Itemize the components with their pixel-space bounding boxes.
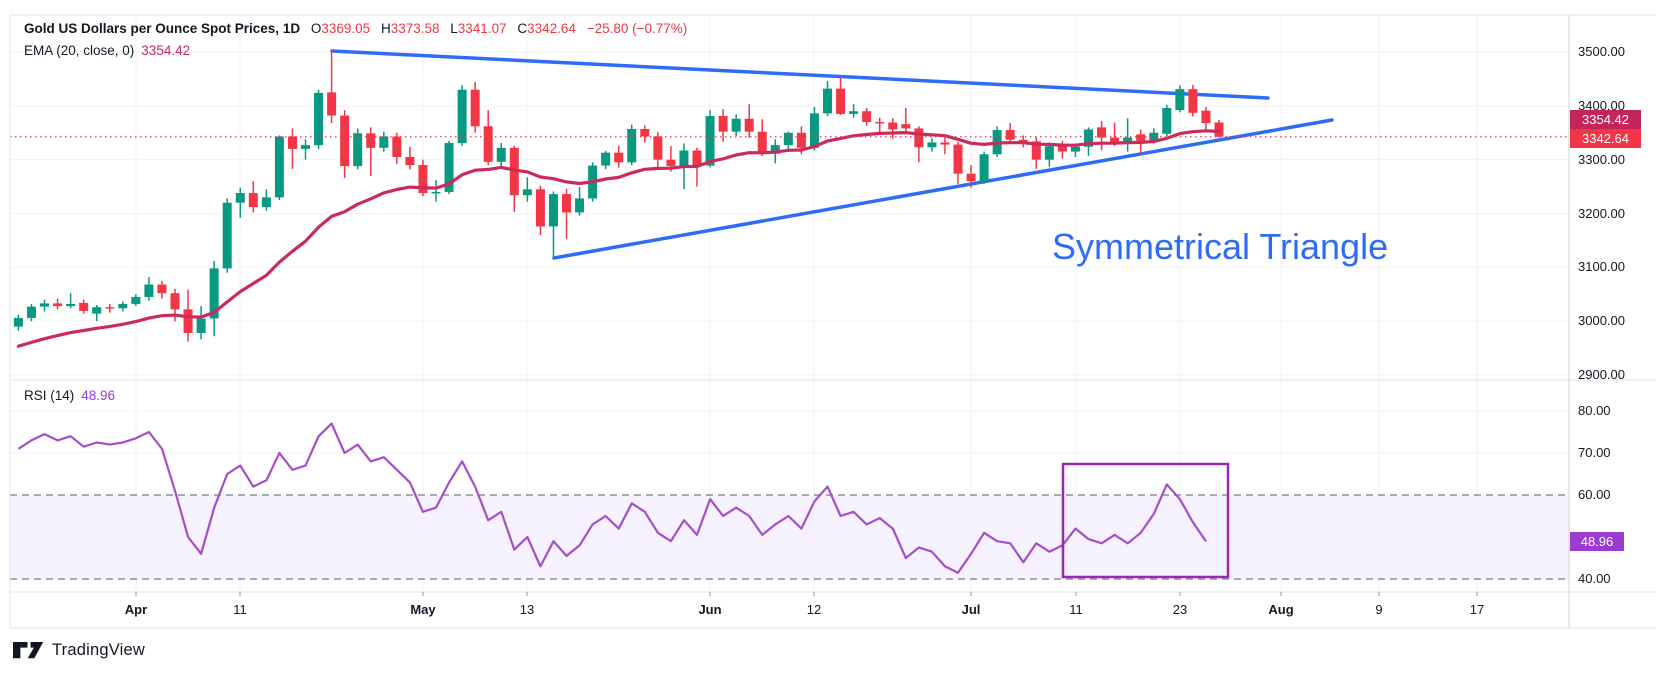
symmetrical-triangle-annotation[interactable]: Symmetrical Triangle bbox=[1052, 226, 1389, 267]
rsi-axis-label: 70.00 bbox=[1578, 445, 1611, 460]
ema-line bbox=[16, 129, 1221, 348]
time-axis-label: 13 bbox=[519, 602, 535, 617]
upper-trendline bbox=[330, 49, 1270, 100]
chart-frame bbox=[9, 14, 1656, 629]
axis-price-badge: 3354.42 bbox=[1570, 110, 1641, 129]
axis-price-badge: 48.96 bbox=[1570, 532, 1624, 551]
rsi-axis-label: 60.00 bbox=[1578, 487, 1611, 502]
time-axis-label: 23 bbox=[1172, 602, 1188, 617]
ema-value: 3354.42 bbox=[141, 43, 191, 58]
high-value: 3373.58 bbox=[390, 21, 440, 36]
price-axis-label: 3200.00 bbox=[1578, 205, 1625, 221]
price-axis-label: 3100.00 bbox=[1578, 259, 1625, 275]
ema-label: EMA (20, close, 0) bbox=[24, 43, 135, 58]
time-axis-label: May bbox=[410, 602, 436, 617]
close-label: C bbox=[517, 21, 528, 36]
symbol-title: Gold US Dollars per Ounce Spot Prices, 1… bbox=[24, 21, 301, 36]
rsi-axis-label: 80.00 bbox=[1578, 403, 1611, 418]
time-axis-label: Jul bbox=[961, 602, 981, 617]
rsi-label: RSI (14) bbox=[24, 388, 75, 403]
tradingview-wordmark: TradingView bbox=[52, 641, 145, 659]
price-axis-label: 3000.00 bbox=[1578, 313, 1625, 329]
time-axis-label: Apr bbox=[124, 602, 148, 617]
axis-price-badge: 3342.64 bbox=[1570, 129, 1641, 148]
rsi-legend-row[interactable]: RSI (14) 48.96 bbox=[24, 388, 115, 403]
open-label: O bbox=[310, 21, 322, 36]
time-axis-label: 11 bbox=[233, 602, 247, 617]
open-value: 3369.05 bbox=[321, 21, 371, 36]
time-axis-label: 17 bbox=[1469, 602, 1485, 617]
rsi-value: 48.96 bbox=[81, 388, 116, 403]
rsi-highlight-box[interactable] bbox=[1061, 462, 1230, 579]
time-axis-label: 12 bbox=[806, 602, 822, 617]
lower-trendline bbox=[552, 118, 1334, 260]
tradingview-logo-icon bbox=[13, 642, 44, 659]
price-axis-label: 2900.00 bbox=[1578, 367, 1625, 382]
time-axis-label: Jun bbox=[698, 602, 722, 617]
time-axis-label: 11 bbox=[1069, 602, 1083, 617]
price-axis-label: 3300.00 bbox=[1578, 151, 1625, 167]
rsi-axis-label: 40.00 bbox=[1578, 571, 1611, 586]
price-axis-label: 3500.00 bbox=[1578, 44, 1625, 59]
low-label: L bbox=[450, 21, 458, 36]
time-axis-label: Aug bbox=[1268, 602, 1294, 617]
rsi-line bbox=[17, 422, 1207, 574]
change-value: −25.80 (−0.77%) bbox=[586, 21, 688, 36]
symbol-legend-row[interactable]: Gold US Dollars per Ounce Spot Prices, 1… bbox=[24, 21, 687, 36]
triangle-trendlines[interactable] bbox=[330, 49, 1334, 260]
time-axis-label: 9 bbox=[1375, 602, 1383, 617]
candles-layer bbox=[13, 50, 1224, 342]
tradingview-attribution[interactable]: TradingView bbox=[13, 641, 145, 660]
low-value: 3341.07 bbox=[457, 21, 507, 36]
price-axis-label: 3400.00 bbox=[1578, 97, 1625, 113]
ema-legend-row[interactable]: EMA (20, close, 0) 3354.42 bbox=[24, 43, 190, 58]
high-label: H bbox=[380, 21, 391, 36]
close-value: 3342.64 bbox=[527, 21, 576, 36]
